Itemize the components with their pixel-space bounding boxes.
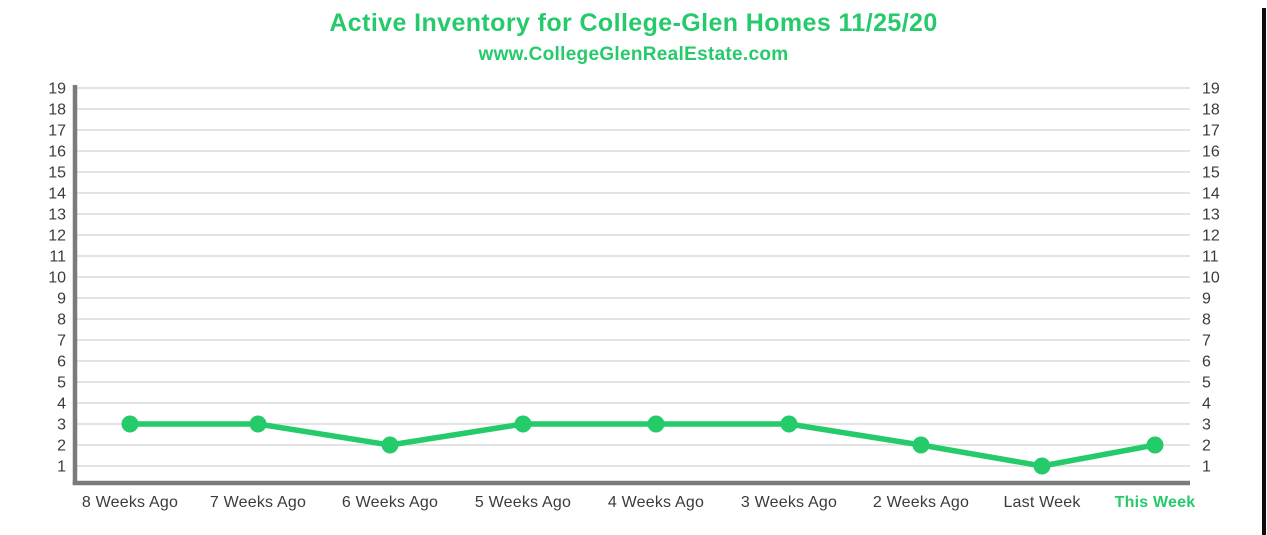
x-axis-label: 5 Weeks Ago [475,494,571,511]
x-axis-label: 6 Weeks Ago [342,494,438,511]
y-tick-label-left: 6 [57,354,66,371]
y-tick-label-right: 17 [1202,123,1220,140]
chart-title: Active Inventory for College-Glen Homes … [329,9,938,37]
y-tick-label-right: 11 [1202,249,1219,266]
y-tick-label-left: 3 [57,417,66,434]
x-axis-label: 2 Weeks Ago [873,494,969,511]
data-point [514,415,532,433]
x-axis-label: 3 Weeks Ago [741,494,837,511]
y-tick-label-right: 19 [1202,81,1220,98]
y-tick-label-right: 8 [1202,312,1211,329]
y-tick-label-right: 5 [1202,375,1211,392]
y-tick-label-right: 9 [1202,291,1211,308]
y-tick-label-right: 13 [1202,207,1220,224]
y-tick-label-left: 8 [57,312,66,329]
y-tick-label-right: 10 [1202,270,1220,287]
y-tick-label-left: 1 [57,459,66,476]
y-tick-label-right: 18 [1202,102,1220,119]
y-tick-label-right: 14 [1202,186,1220,203]
data-point [912,436,930,454]
y-tick-label-left: 16 [48,144,66,161]
y-tick-label-right: 1 [1202,459,1211,476]
data-point [1146,436,1164,454]
data-point [1033,457,1051,475]
screen-right-border [1262,8,1266,535]
y-tick-label-left: 5 [57,375,66,392]
y-tick-label-left: 2 [57,438,66,455]
data-point [121,415,139,433]
y-tick-label-left: 11 [49,249,66,266]
y-tick-label-left: 13 [48,207,66,224]
data-point [780,415,798,433]
y-tick-label-right: 12 [1202,228,1220,245]
y-tick-label-left: 17 [48,123,66,140]
y-tick-label-right: 16 [1202,144,1220,161]
y-tick-label-right: 6 [1202,354,1211,371]
y-tick-label-right: 4 [1202,396,1211,413]
x-axis-label-this-week: This Week [1115,494,1196,511]
x-axis-label: 8 Weeks Ago [82,494,178,511]
y-tick-label-left: 18 [48,102,66,119]
y-tick-label-left: 12 [48,228,66,245]
y-tick-label-left: 19 [48,81,66,98]
x-axis-label: 4 Weeks Ago [608,494,704,511]
x-axis-label: Last Week [1003,494,1081,511]
y-tick-label-left: 7 [57,333,66,350]
y-tick-label-right: 3 [1202,417,1211,434]
y-tick-label-left: 9 [57,291,66,308]
y-tick-label-left: 15 [48,165,66,182]
y-tick-label-left: 10 [48,270,66,287]
data-point [249,415,267,433]
y-tick-label-right: 2 [1202,438,1211,455]
data-point [647,415,665,433]
x-axis-label: 7 Weeks Ago [210,494,306,511]
chart-header: Active Inventory for College-Glen Homes … [0,9,1267,66]
chart-subtitle: www.CollegeGlenRealEstate.com [478,44,789,65]
y-tick-label-right: 7 [1202,333,1211,350]
data-point [381,436,399,454]
y-tick-label-right: 15 [1202,165,1220,182]
y-tick-label-left: 4 [57,396,66,413]
y-tick-label-left: 14 [48,186,66,203]
